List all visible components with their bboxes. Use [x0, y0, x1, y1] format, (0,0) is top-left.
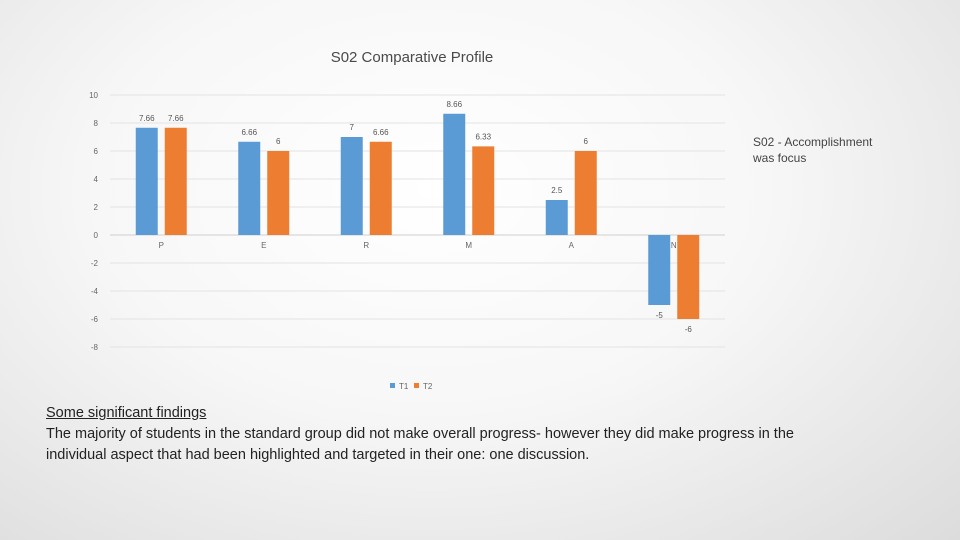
data-label: 7.66 [139, 114, 155, 123]
bar-t2-e [267, 151, 290, 235]
category-label: A [569, 241, 575, 250]
data-label: -5 [656, 311, 664, 320]
bar-t2-p [164, 127, 187, 235]
y-tick-label: 6 [94, 147, 99, 156]
focus-annotation: S02 - Accomplishment was focus [753, 135, 873, 165]
findings-body: The majority of students in the standard… [46, 426, 794, 463]
y-tick-label: -6 [91, 315, 99, 324]
bar-t1-a [545, 200, 568, 235]
data-label: 8.66 [446, 100, 462, 109]
y-tick-label: 0 [94, 231, 99, 240]
legend-label: T1 [399, 382, 409, 391]
comparative-profile-chart: S02 Comparative Profile 1086420-2-4-6-8 … [89, 49, 725, 391]
legend-swatch-t2 [414, 383, 419, 388]
legend-label: T2 [423, 382, 433, 391]
data-label: -6 [685, 325, 693, 334]
data-label: 7.66 [168, 114, 184, 123]
chart-title: S02 Comparative Profile [331, 49, 494, 66]
category-label: R [363, 241, 369, 250]
bar-t2-r [369, 141, 392, 235]
data-label: 7 [350, 123, 355, 132]
bar-t2-a [574, 151, 597, 235]
data-label: 2.5 [551, 186, 563, 195]
findings-text-block: Some significant findings The majority o… [46, 403, 846, 466]
category-label: E [261, 241, 266, 250]
y-tick-label: 8 [94, 119, 99, 128]
legend-swatch-t1 [390, 383, 395, 388]
data-label: 6.33 [475, 132, 491, 141]
category-label: N [671, 241, 677, 250]
category-label: P [159, 241, 164, 250]
data-label: 6 [276, 137, 281, 146]
data-label: 6.66 [241, 128, 257, 137]
data-label: 6.66 [373, 128, 389, 137]
bar-t1-m [443, 113, 466, 235]
bar-t1-r [340, 137, 363, 235]
bar-t1-n [648, 235, 671, 305]
y-tick-label: 4 [94, 175, 99, 184]
data-label: 6 [584, 137, 589, 146]
y-tick-label: -4 [91, 287, 99, 296]
category-label: M [465, 241, 472, 250]
y-tick-label: 2 [94, 203, 99, 212]
bar-t1-p [135, 127, 158, 235]
bar-t2-m [472, 146, 495, 235]
y-tick-label: -2 [91, 259, 99, 268]
y-tick-label: 10 [89, 91, 98, 100]
bar-t1-e [238, 141, 261, 235]
bar-t2-n [677, 235, 700, 319]
y-tick-label: -8 [91, 343, 99, 352]
findings-heading: Some significant findings [46, 405, 207, 421]
